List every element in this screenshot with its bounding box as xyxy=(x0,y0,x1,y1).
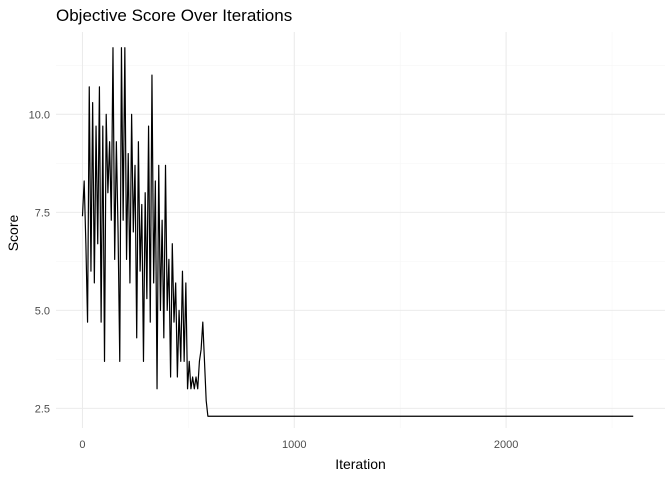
score-series-line xyxy=(81,47,634,417)
y-axis-ticks: 2.5 5.0 7.5 10.0 xyxy=(29,109,50,415)
series-layer xyxy=(81,47,634,417)
y-tick-label: 7.5 xyxy=(35,207,50,219)
x-tick-label: 2000 xyxy=(494,439,518,451)
chart-title: Objective Score Over Iterations xyxy=(56,6,292,25)
x-axis-ticks: 0 1000 2000 xyxy=(79,439,518,451)
y-tick-label: 5.0 xyxy=(35,305,50,317)
x-tick-label: 0 xyxy=(79,439,85,451)
y-axis-title: Score xyxy=(5,215,21,252)
y-tick-label: 2.5 xyxy=(35,403,50,415)
y-tick-label: 10.0 xyxy=(29,109,50,121)
x-axis-title: Iteration xyxy=(335,456,386,472)
x-tick-label: 1000 xyxy=(282,439,306,451)
